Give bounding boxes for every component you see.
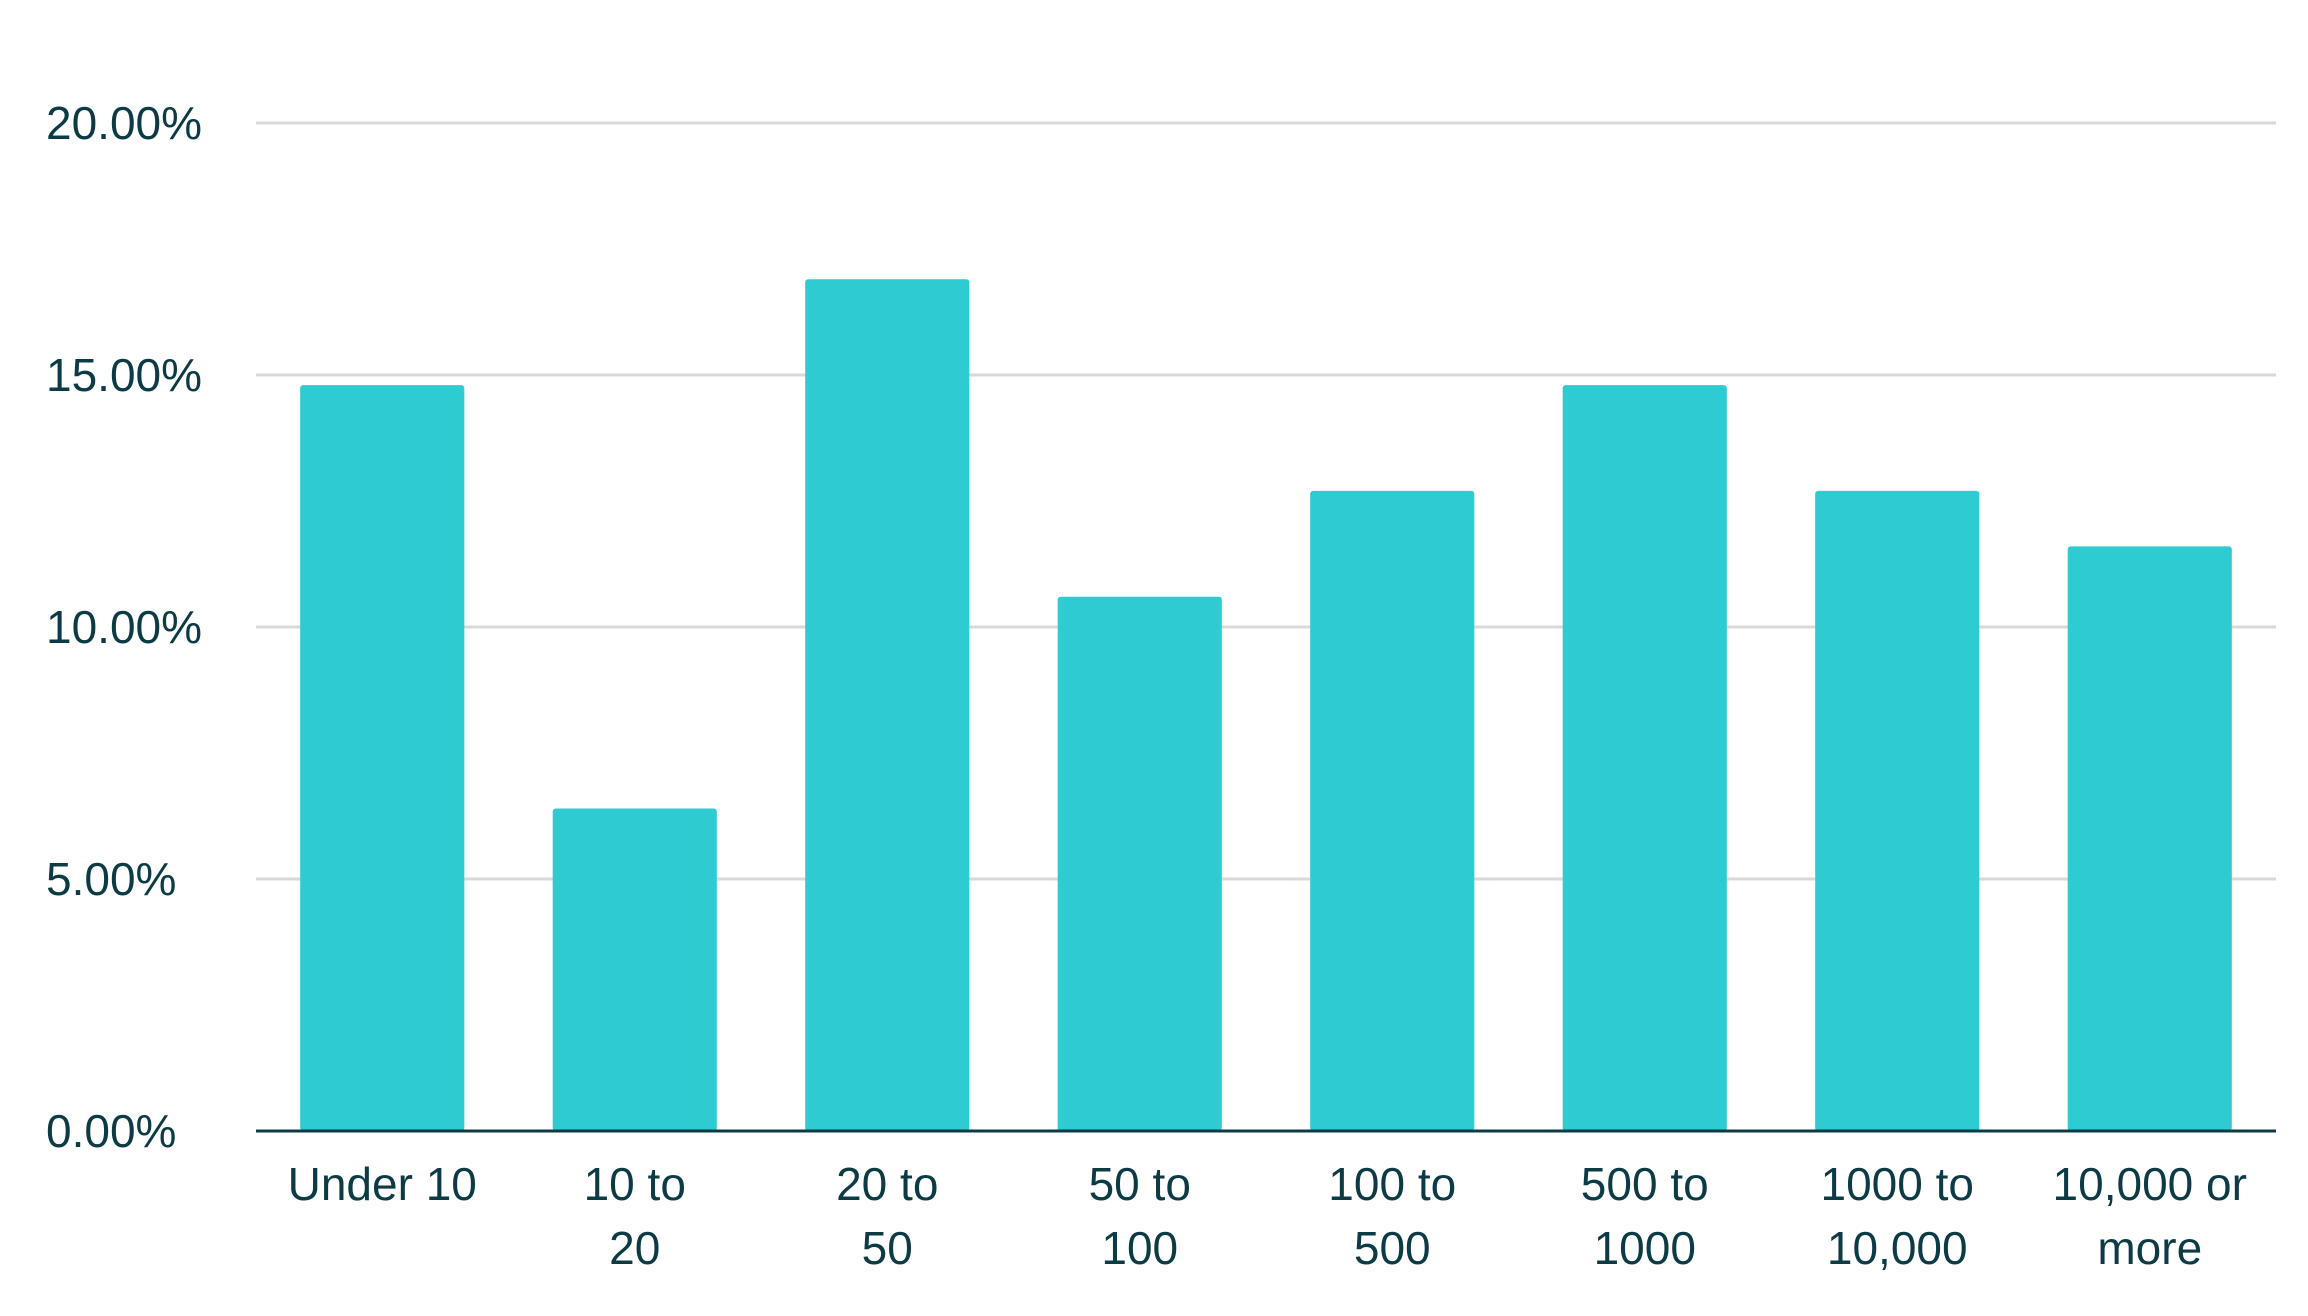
bar: [1562, 385, 1727, 1132]
bar: [1815, 490, 1980, 1131]
y-tick-label: 5.00%: [46, 853, 176, 905]
x-tick-label: 10,000 or more: [2053, 1158, 2247, 1274]
x-tick-label: 50 to 100: [1089, 1158, 1191, 1274]
y-tick-label: 10.00%: [46, 601, 202, 653]
bar: [1057, 596, 1222, 1131]
bar: [805, 279, 970, 1131]
x-tick-label: 20 to 50: [836, 1158, 938, 1274]
x-tick-label: 1000 to 10,000: [1821, 1158, 1974, 1274]
bar: [2067, 546, 2232, 1131]
x-tick-label: Under 10: [288, 1158, 477, 1210]
bar: [1310, 490, 1475, 1131]
x-tick-label: 500 to 1000: [1581, 1158, 1709, 1274]
bar: [300, 385, 465, 1132]
bar: [552, 808, 717, 1131]
x-tick-label: 10 to 20: [584, 1158, 686, 1274]
y-tick-label: 15.00%: [46, 349, 202, 401]
x-tick-label: 100 to 500: [1328, 1158, 1456, 1274]
y-tick-label: 0.00%: [46, 1105, 176, 1157]
y-tick-label: 20.00%: [46, 97, 202, 149]
